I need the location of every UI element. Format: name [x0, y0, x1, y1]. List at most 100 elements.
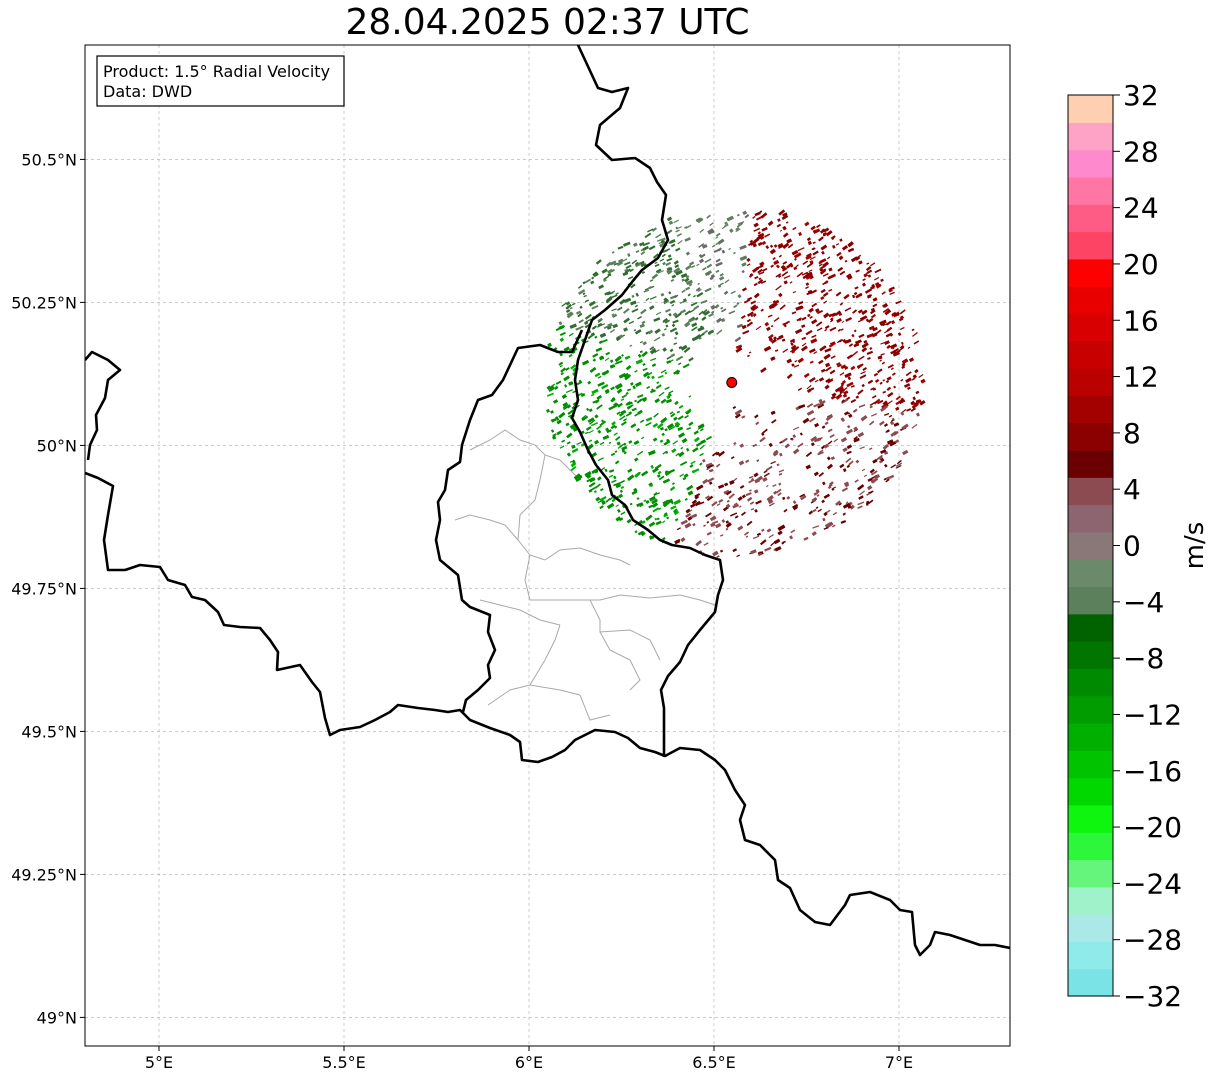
- echo-pixel: [601, 338, 608, 343]
- echo-pixel: [855, 269, 860, 273]
- echo-pixel: [556, 430, 563, 436]
- colorbar-swatch: [1068, 422, 1113, 451]
- echo-pixel: [900, 378, 904, 382]
- echo-pixel: [673, 267, 681, 274]
- echo-pixel: [901, 365, 906, 370]
- echo-pixel: [836, 362, 841, 366]
- echo-pixel: [591, 388, 599, 395]
- echo-pixel: [723, 489, 730, 495]
- echo-pixel: [652, 422, 659, 428]
- echo-pixel: [847, 424, 851, 429]
- echo-pixel: [549, 385, 555, 390]
- echo-pixel: [546, 392, 554, 397]
- echo-pixel: [765, 245, 770, 250]
- echo-pixel: [693, 430, 699, 435]
- echo-pixel: [679, 473, 685, 478]
- echo-pixel: [667, 248, 671, 251]
- echo-pixel: [763, 469, 768, 474]
- echo-pixel: [708, 481, 713, 485]
- echo-pixel: [639, 260, 645, 266]
- echo-pixel: [789, 535, 794, 540]
- echo-pixel: [590, 332, 596, 337]
- echo-pixel: [900, 341, 904, 345]
- echo-pixel: [614, 460, 620, 465]
- echo-pixel: [840, 364, 847, 370]
- echo-pixel: [654, 261, 658, 265]
- echo-pixel: [715, 463, 721, 468]
- echo-pixel: [597, 375, 602, 379]
- echo-pixel: [685, 264, 692, 271]
- colorbar-unit-label: m/s: [1180, 522, 1210, 570]
- echo-pixel: [666, 516, 670, 520]
- echo-pixel: [833, 438, 839, 443]
- echo-pixel: [803, 536, 809, 541]
- echo-pixel: [841, 398, 849, 404]
- echo-pixel: [859, 490, 865, 496]
- echo-pixel: [746, 257, 751, 263]
- echo-pixel: [883, 423, 889, 427]
- echo-pixel: [861, 468, 866, 472]
- echo-pixel: [609, 363, 616, 369]
- echo-pixel: [596, 394, 603, 400]
- echo-pixel: [841, 399, 845, 403]
- map-title: 28.04.2025 02:37 UTC: [345, 2, 750, 43]
- echo-pixel: [578, 289, 586, 295]
- echo-pixel: [594, 414, 599, 419]
- echo-pixel: [725, 527, 729, 531]
- colorbar-tick-label: −20: [1123, 811, 1182, 844]
- echo-pixel: [662, 520, 666, 524]
- echo-pixel: [828, 267, 833, 272]
- echo-pixel: [690, 460, 696, 465]
- echo-pixel: [621, 445, 628, 451]
- echo-pixel: [719, 276, 725, 281]
- echo-pixel: [614, 425, 618, 429]
- echo-pixel: [652, 437, 658, 442]
- echo-pixel: [595, 496, 601, 502]
- echo-pixel: [634, 262, 641, 268]
- echo-pixel: [753, 472, 759, 478]
- canton-border: [479, 599, 561, 626]
- echo-pixel: [730, 456, 735, 460]
- echo-pixel: [673, 219, 679, 224]
- echo-pixel: [844, 259, 848, 263]
- echo-pixel: [644, 232, 652, 239]
- canton-border: [579, 694, 611, 721]
- echo-pixel: [899, 344, 905, 350]
- echo-pixel: [777, 243, 784, 248]
- echo-pixel: [675, 229, 680, 233]
- echo-pixel: [615, 516, 622, 522]
- colorbar-swatch: [1068, 695, 1113, 724]
- echo-pixel: [888, 414, 893, 418]
- echo-pixel: [761, 428, 768, 434]
- echo-pixel: [560, 367, 567, 373]
- echo-pixel: [685, 251, 691, 256]
- echo-pixel: [687, 516, 693, 521]
- colorbar-swatch: [1068, 586, 1113, 615]
- echo-pixel: [582, 281, 586, 285]
- echo-pixel: [720, 534, 724, 537]
- echo-pixel: [910, 407, 916, 412]
- echo-pixel: [839, 372, 845, 376]
- echo-pixel: [805, 282, 810, 286]
- echo-pixel: [874, 276, 880, 281]
- colorbar-tick-label: 28: [1123, 135, 1159, 168]
- echo-pixel: [570, 364, 577, 370]
- echo-pixel: [876, 454, 883, 461]
- echo-pixel: [715, 236, 719, 239]
- echo-pixel: [616, 388, 623, 394]
- echo-pixel: [637, 394, 644, 399]
- echo-pixel: [718, 498, 724, 504]
- echo-pixel: [631, 308, 639, 313]
- map-gridlines: [85, 45, 1010, 1046]
- echo-pixel: [863, 339, 868, 344]
- colorbar-swatch: [1068, 941, 1113, 970]
- echo-pixel: [773, 490, 778, 495]
- echo-pixel: [673, 260, 679, 265]
- colorbar-swatch: [1068, 258, 1113, 287]
- echo-pixel: [768, 337, 774, 342]
- echo-pixel: [777, 218, 781, 222]
- echo-pixel: [611, 421, 616, 426]
- echo-pixel: [792, 426, 800, 431]
- echo-pixel: [805, 329, 813, 336]
